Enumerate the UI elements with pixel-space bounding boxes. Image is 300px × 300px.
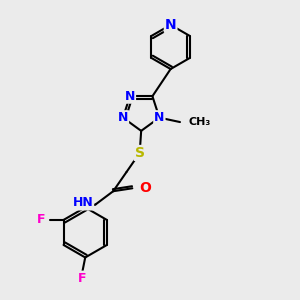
Text: N: N	[165, 18, 176, 32]
Text: N: N	[154, 111, 165, 124]
Text: S: S	[135, 146, 145, 160]
Text: F: F	[78, 272, 86, 285]
Text: N: N	[118, 111, 128, 124]
Text: CH₃: CH₃	[188, 117, 211, 127]
Text: N: N	[125, 90, 135, 103]
Text: HN: HN	[72, 196, 93, 209]
Text: O: O	[139, 181, 151, 195]
Text: F: F	[37, 213, 45, 226]
